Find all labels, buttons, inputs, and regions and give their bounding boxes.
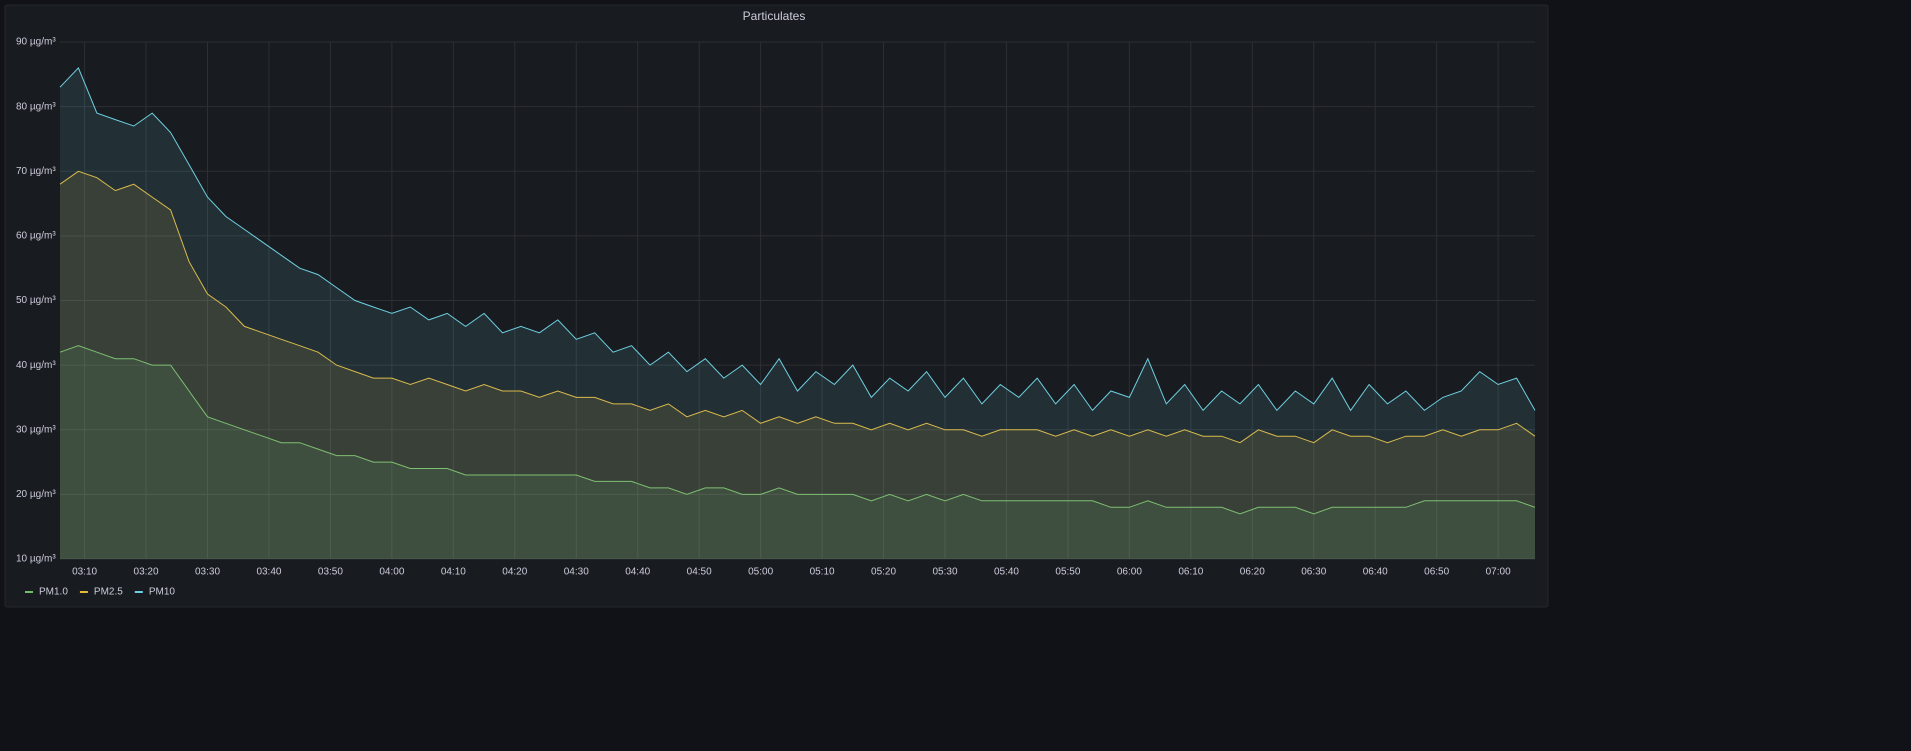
x-tick-label: 05:10 (810, 567, 835, 578)
x-tick-label: 03:30 (195, 567, 220, 578)
x-tick-label: 04:40 (625, 567, 650, 578)
x-tick-label: 05:30 (932, 567, 957, 578)
y-tick-label: 10 µg/m³ (16, 554, 56, 565)
y-tick-label: 30 µg/m³ (16, 424, 56, 435)
x-tick-label: 03:40 (256, 567, 281, 578)
chart-title: Particulates (743, 9, 806, 23)
x-tick-label: 04:00 (379, 567, 404, 578)
x-tick-label: 06:30 (1301, 567, 1326, 578)
x-tick-label: 05:50 (1055, 567, 1080, 578)
x-tick-label: 04:20 (502, 567, 527, 578)
y-tick-label: 70 µg/m³ (16, 166, 56, 177)
x-tick-label: 04:30 (564, 567, 589, 578)
x-tick-label: 05:20 (871, 567, 896, 578)
x-tick-label: 04:10 (441, 567, 466, 578)
y-tick-label: 90 µg/m³ (16, 37, 56, 48)
y-tick-label: 80 µg/m³ (16, 101, 56, 112)
x-tick-label: 06:00 (1117, 567, 1142, 578)
x-tick-label: 03:20 (134, 567, 159, 578)
legend-label: PM1.0 (39, 587, 68, 598)
legend-label: PM2.5 (94, 587, 123, 598)
x-tick-label: 07:00 (1486, 567, 1511, 578)
x-tick-label: 06:20 (1240, 567, 1265, 578)
y-tick-label: 20 µg/m³ (16, 489, 56, 500)
x-tick-label: 03:50 (318, 567, 343, 578)
x-tick-label: 06:50 (1424, 567, 1449, 578)
x-tick-label: 03:10 (72, 567, 97, 578)
y-tick-label: 50 µg/m³ (16, 295, 56, 306)
legend-label: PM10 (149, 587, 176, 598)
x-tick-label: 05:00 (748, 567, 773, 578)
x-tick-label: 06:40 (1363, 567, 1388, 578)
y-tick-label: 40 µg/m³ (16, 360, 56, 371)
x-tick-label: 06:10 (1178, 567, 1203, 578)
x-tick-label: 04:50 (687, 567, 712, 578)
x-tick-label: 05:40 (994, 567, 1019, 578)
y-tick-label: 60 µg/m³ (16, 231, 56, 242)
